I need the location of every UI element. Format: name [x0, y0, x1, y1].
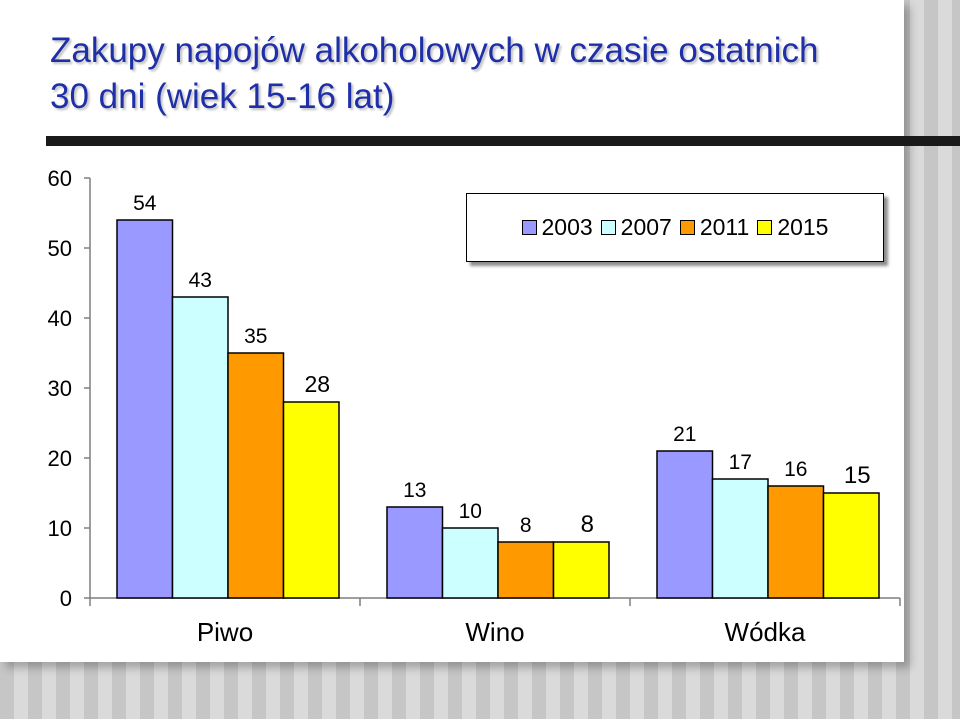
legend-label: 2003	[541, 214, 593, 240]
y-tick-label: 0	[60, 586, 72, 611]
bar	[386, 506, 444, 599]
category-label: Piwo	[197, 617, 253, 647]
data-label: 21	[673, 423, 696, 446]
category-label: Wódka	[725, 617, 806, 647]
data-label: 15	[844, 462, 871, 489]
title-divider	[46, 136, 960, 146]
legend-item: 2007	[600, 214, 672, 241]
bar	[282, 401, 340, 599]
legend-label: 2007	[620, 214, 672, 240]
data-label: 8	[520, 514, 532, 537]
legend: 2003 2007 2011 2015	[466, 193, 884, 262]
legend-label: 2015	[777, 214, 829, 240]
data-label: 13	[403, 479, 426, 502]
bar-chart: 0 10 20 30 40 50 60 Piwo Wino Wódka 54 13 21 43 10 17 35…	[48, 166, 901, 647]
data-label: 43	[189, 269, 212, 292]
bar	[116, 219, 174, 599]
slide: Zakupy napojów alkoholowych w czasie ost…	[46, 28, 960, 647]
legend-swatch	[521, 220, 537, 235]
category-label: Wino	[465, 617, 524, 647]
legend-swatch	[757, 220, 773, 235]
data-label: 16	[784, 458, 807, 481]
legend-swatch	[679, 220, 695, 235]
legend-item: 2003	[521, 214, 593, 241]
data-label: 35	[244, 325, 267, 348]
bar	[552, 541, 610, 599]
data-label: 8	[581, 511, 594, 538]
y-tick-label: 10	[48, 516, 72, 541]
legend-label: 2011	[699, 214, 750, 240]
data-label: 17	[729, 451, 752, 474]
bar	[767, 485, 825, 599]
bar	[711, 478, 769, 599]
bar	[171, 296, 229, 599]
y-tick-label: 30	[48, 376, 72, 401]
data-label: 54	[133, 192, 157, 215]
bar	[822, 492, 880, 599]
title-line-2: 30 dni (wiek 15-16 lat)	[50, 77, 395, 116]
y-tick-label: 40	[48, 306, 72, 331]
y-tick-label: 60	[48, 166, 72, 191]
y-tick-label: 20	[48, 446, 72, 471]
legend-swatch	[600, 220, 616, 235]
legend-item: 2011	[679, 214, 750, 241]
chart-title: Zakupy napojów alkoholowych w czasie ost…	[50, 28, 900, 120]
bar	[497, 541, 555, 599]
legend-item: 2015	[757, 214, 828, 241]
data-label: 28	[304, 371, 330, 397]
data-label: 10	[459, 500, 482, 523]
title-line-1: Zakupy napojów alkoholowych w czasie ost…	[50, 31, 819, 70]
bar	[441, 527, 499, 599]
bar	[656, 450, 714, 599]
bar	[227, 352, 285, 599]
y-tick-label: 50	[48, 236, 72, 261]
